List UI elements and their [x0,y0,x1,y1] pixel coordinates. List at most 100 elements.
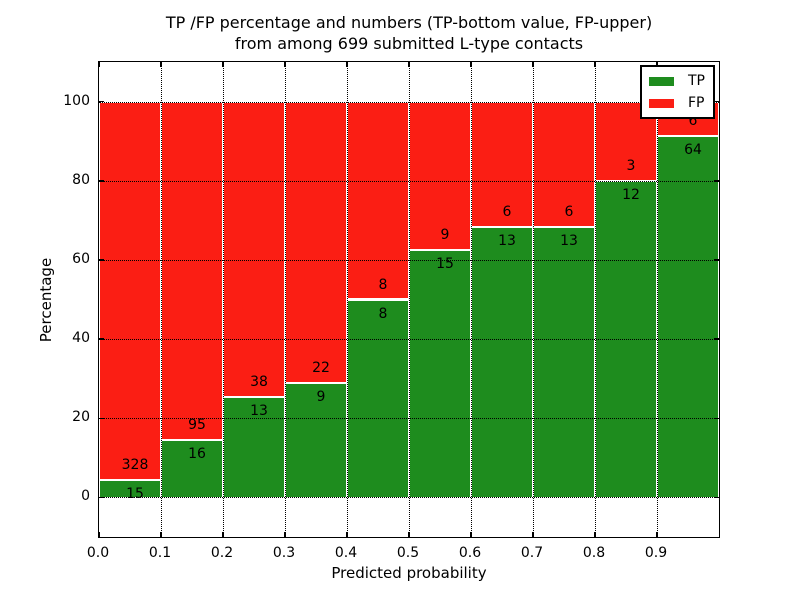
fp-color-swatch [649,98,674,108]
legend-entry-fp: FP [649,96,705,110]
fp-count-label: 328 [121,457,149,474]
x-tick-label: 0.4 [334,545,358,561]
x-gridline [471,62,472,537]
y-tick-mark-right [714,180,719,182]
x-tick-mark-top [160,62,162,67]
tp-count-label: 9 [316,388,326,405]
tp-color-swatch [649,76,674,86]
x-tick-mark-top [408,62,410,67]
x-gridline [533,62,534,537]
fp-count-label: 38 [250,373,268,390]
y-tick-label: 0 [81,488,90,505]
tp-bar-segment [285,382,347,498]
x-axis-label: Predicted probability [331,564,487,582]
x-tick-mark [408,532,410,537]
tp-count-label: 15 [126,486,144,503]
x-tick-mark-top [594,62,596,67]
y-tick-mark-right [714,338,719,340]
x-gridline [347,62,348,537]
tp-count-label: 15 [436,256,454,273]
fp-bar-segment [161,101,223,441]
x-tick-mark-top [284,62,286,67]
x-tick-label: 0.8 [582,545,606,561]
y-tick-mark-right [714,496,719,499]
tp-count-label: 13 [498,232,516,249]
fp-count-label: 3 [626,157,636,174]
y-gridline [99,497,719,499]
x-tick-label: 0.3 [272,545,296,561]
x-tick-mark [594,532,596,537]
y-gridline [99,339,719,341]
x-tick-mark-top [532,62,534,67]
x-tick-label: 0.6 [458,545,482,561]
y-tick-mark-right [714,417,719,419]
x-tick-labels: 0.0 0.1 0.2 0.3 0.4 0.5 0.6 0.7 0.8 0.9 [87,544,720,564]
y-tick-mark [99,100,104,103]
x-tick-mark-top [656,62,658,67]
y-gridline [99,101,719,103]
legend: TP FP [640,65,715,119]
plot-area: TP FP 328 15 95 16 38 13 22 9 8 8 9 15 6 13 6 13 3 12 6 64 [98,61,720,538]
y-tick-mark [99,417,104,419]
fp-count-label: 9 [440,227,450,244]
tp-count-label: 16 [188,446,206,463]
fp-bar-segment [285,101,347,383]
tp-count-label: 13 [250,402,268,419]
chart-title-line1: TP /FP percentage and numbers (TP-bottom… [165,13,653,32]
x-gridline [409,62,410,537]
tp-bar-segment [161,440,223,498]
y-gridline [99,418,719,420]
y-tick-mark-right [714,100,719,103]
fp-count-label: 8 [378,276,388,293]
chart-title-line2: from among 699 submitted L-type contacts [234,34,584,53]
tp-bar-segment [99,480,161,498]
x-tick-label: 0.9 [644,545,668,561]
tp-bar-segment [471,226,533,498]
x-tick-mark-top [470,62,472,67]
fp-bar-segment [223,101,285,397]
fp-bar-segment [409,101,471,251]
x-tick-label: 0.0 [86,545,110,561]
tp-bar-segment [657,135,719,498]
y-tick-mark-right [714,259,719,261]
legend-label-tp: TP [688,73,705,89]
x-gridline [223,62,224,537]
fp-bar-segment [99,101,161,481]
x-tick-mark [470,532,472,537]
x-gridline [161,62,162,537]
tp-bar-segment [347,299,409,498]
x-tick-mark [160,532,162,537]
x-tick-mark [346,532,348,537]
x-tick-label: 0.7 [520,545,544,561]
fp-count-label: 6 [688,112,698,129]
x-tick-mark [98,532,100,537]
x-gridline [285,62,286,537]
y-tick-label: 20 [72,409,90,426]
y-tick-mark [99,180,104,182]
x-tick-mark-top [222,62,224,67]
y-tick-label: 80 [72,171,90,188]
chart-title: TP /FP percentage and numbers (TP-bottom… [98,12,720,54]
tp-count-label: 64 [684,141,702,158]
y-tick-mark [99,338,104,340]
x-tick-label: 0.1 [148,545,172,561]
fp-bar-segment [347,101,409,300]
tp-bar-segment [533,226,595,498]
y-tick-mark [99,259,104,261]
x-gridline [657,62,658,537]
y-gridline [99,259,719,261]
fp-count-label: 6 [564,203,574,220]
x-tick-label: 0.2 [210,545,234,561]
legend-label-fp: FP [688,95,705,111]
tp-bar-segment [223,396,285,498]
y-tick-label: 100 [63,92,90,109]
x-tick-mark-top [98,62,100,67]
fp-count-label: 6 [502,203,512,220]
tp-count-label: 13 [560,232,578,249]
tp-bar-segment [409,250,471,498]
x-tick-mark [656,532,658,537]
x-tick-mark [222,532,224,537]
y-tick-label: 40 [72,330,90,347]
x-tick-mark [532,532,534,537]
